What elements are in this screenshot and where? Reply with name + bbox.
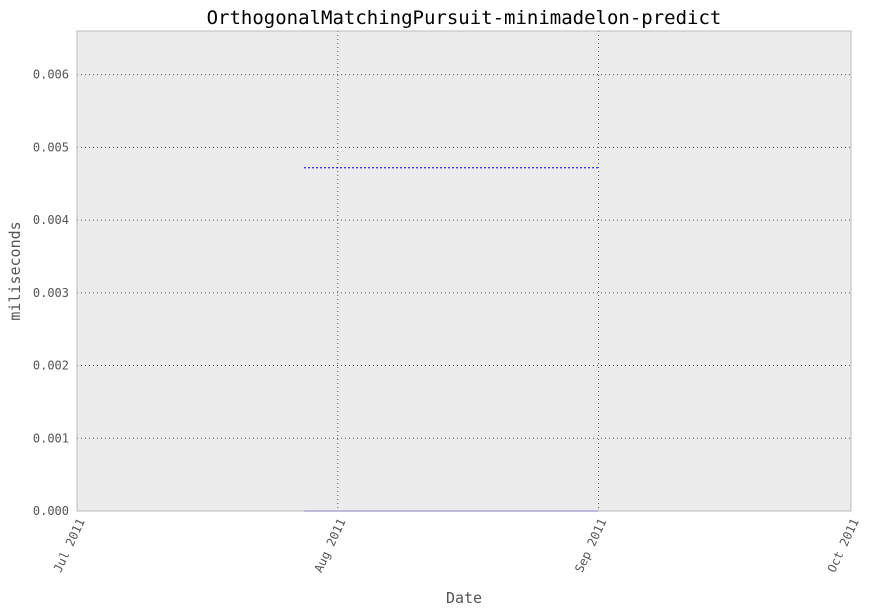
y-tick-label: 0.005 [33,140,69,154]
x-tick-label: Sep 2011 [572,516,609,574]
y-tick-labels: 0.000 0.001 0.002 0.003 0.004 0.005 0.006 [33,68,69,518]
y-tick-label: 0.006 [33,68,69,82]
plot-frame [76,30,852,512]
x-tick-label: Jul 2011 [51,516,88,574]
x-tick-label: Aug 2011 [311,516,348,574]
y-tick-label: 0.004 [33,213,69,227]
y-tick-label: 0.002 [33,359,69,373]
y-tick-label: 0.003 [33,286,69,300]
x-tick-labels: Jul 2011 Aug 2011 Sep 2011 Oct 2011 [51,516,862,574]
y-tick-label: 0.000 [33,504,69,518]
plot-area [77,31,851,511]
y-tick-label: 0.001 [33,431,69,445]
x-tick-label: Oct 2011 [825,516,862,574]
chart-title: OrthogonalMatchingPursuit-minimadelon-pr… [207,7,722,29]
y-axis-label: miliseconds [6,221,24,320]
x-axis-label: Date [446,589,482,607]
